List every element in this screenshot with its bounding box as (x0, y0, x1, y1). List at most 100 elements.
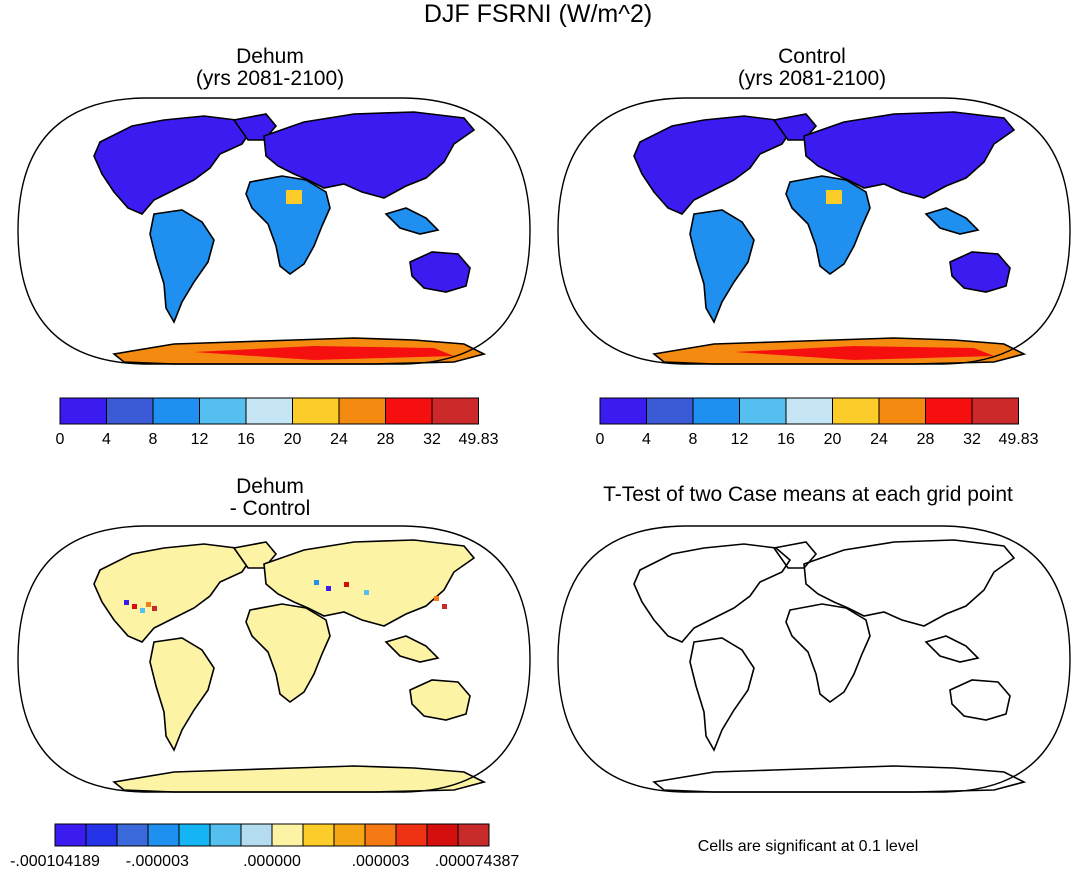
colorbar-box (364, 823, 397, 847)
land-greenland (772, 113, 818, 141)
colorbar-box (147, 823, 180, 847)
panel-title-diff: Dehum - Control (120, 476, 420, 520)
colorbar-label: 8 (149, 431, 158, 446)
colorbar-label: .000003 (352, 853, 410, 869)
colorbar-box (116, 823, 149, 847)
colorbar-box (333, 823, 366, 847)
colorbar-box (240, 823, 273, 847)
panel-title-line1: Dehum (236, 45, 304, 68)
colorbar-label: 16 (237, 431, 255, 446)
colorbar-box (54, 823, 87, 847)
map-border (17, 525, 531, 793)
land-indonesia (384, 635, 440, 663)
land-eurasia (263, 111, 476, 199)
colorbar-box (385, 397, 433, 425)
colorbar-label: 20 (824, 431, 842, 446)
diff-cell (314, 580, 319, 585)
land-indonesia (924, 207, 980, 235)
colorbar-control: 0 4 8 12 16 20 24 28 32 49.83 (596, 397, 1039, 446)
colorbar-label: 32 (963, 431, 981, 446)
diff-cell (442, 604, 447, 609)
colorbar-label: 0 (56, 431, 65, 446)
map-border (17, 97, 531, 365)
land-northAmerica (633, 115, 792, 215)
colorbar-box (832, 397, 880, 425)
diff-cell (124, 600, 129, 605)
colorbar-box (152, 397, 200, 425)
panel-title-control: Control (yrs 2081-2100) (662, 46, 962, 90)
land-australia (949, 251, 1011, 293)
land-australia (409, 679, 471, 721)
colorbar-label: 49.83 (458, 431, 498, 446)
colorbar-label: 4 (642, 431, 651, 446)
ttest-note: Cells are significant at 0.1 level (697, 838, 919, 855)
sahara-highlight (286, 190, 302, 204)
land-northAmerica (633, 543, 792, 643)
colorbar-label: 49.83 (998, 431, 1038, 446)
colorbar-label: 24 (330, 431, 348, 446)
colorbar-label: 8 (689, 431, 698, 446)
colorbar-box (878, 397, 926, 425)
map-border (557, 525, 1071, 793)
colorbar-label: 16 (777, 431, 795, 446)
land-africa (785, 175, 871, 276)
colorbar-box (395, 823, 428, 847)
colorbar-box (85, 823, 118, 847)
land-eurasia (803, 111, 1016, 199)
land-eurasia (263, 539, 476, 627)
colorbar-box (271, 823, 304, 847)
colorbar-diff: -.000104189 -.000003 .000000 .000003 .000074… (10, 823, 520, 869)
colorbar-label: -.000104189 (10, 853, 100, 869)
sahara-highlight (826, 190, 842, 204)
land-australia (949, 679, 1011, 721)
colorbar-box (971, 397, 1019, 425)
map-border (557, 97, 1071, 365)
diff-cell (344, 582, 349, 587)
colorbar-box (426, 823, 459, 847)
colorbar-label: 0 (596, 431, 605, 446)
land-southAmerica (149, 209, 215, 324)
diff-cell (152, 606, 157, 611)
colorbar-box (785, 397, 833, 425)
colorbar-box (646, 397, 694, 425)
land-africa (245, 175, 331, 276)
colorbar-box (692, 397, 740, 425)
diff-cell (364, 590, 369, 595)
map-ttest (557, 525, 1071, 793)
land-southAmerica (689, 637, 755, 752)
colorbar-box (739, 397, 787, 425)
antarctica-interior (734, 346, 994, 360)
land-eurasia (803, 539, 1016, 627)
colorbar-box (599, 397, 647, 425)
land-africa (245, 603, 331, 704)
land-southAmerica (149, 637, 215, 752)
colorbar-box (209, 823, 242, 847)
panel-title-line1: T-Test of two Case means at each grid po… (603, 483, 1013, 506)
colorbar-label: -.000003 (126, 853, 189, 869)
diff-cell (326, 586, 331, 591)
panel-title-line1: Control (778, 45, 846, 68)
land-greenland (232, 541, 278, 569)
panel-title-line2: - Control (229, 497, 311, 520)
colorbar-box (338, 397, 386, 425)
colorbar-box (245, 397, 293, 425)
land-indonesia (924, 635, 980, 663)
land-australia (409, 251, 471, 293)
colorbar-box (199, 397, 247, 425)
map-dehum (17, 97, 531, 365)
colorbar-label: .000074387 (435, 853, 520, 869)
land-indonesia (384, 207, 440, 235)
colorbar-box (302, 823, 335, 847)
diff-cell (140, 608, 145, 613)
colorbar-label: 4 (102, 431, 111, 446)
colorbar-box (178, 823, 211, 847)
colorbar-box (925, 397, 973, 425)
colorbar-label: 20 (284, 431, 302, 446)
panel-title-line2: (yrs 2081-2100) (195, 67, 345, 90)
colorbar-label: 28 (377, 431, 395, 446)
colorbar-label: 28 (917, 431, 935, 446)
panel-title-line1: Dehum (236, 475, 304, 498)
land-southAmerica (689, 209, 755, 324)
diff-cell (434, 596, 439, 601)
colorbar-box (457, 823, 490, 847)
